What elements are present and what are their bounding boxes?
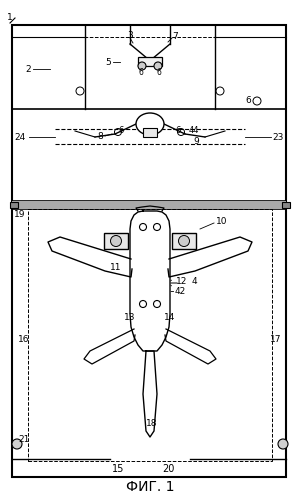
Bar bbox=[143, 128, 157, 137]
Text: 12: 12 bbox=[176, 276, 188, 285]
Text: 13: 13 bbox=[124, 312, 136, 321]
Bar bbox=[104, 233, 128, 249]
Text: 23: 23 bbox=[272, 133, 284, 142]
Text: 14: 14 bbox=[164, 312, 176, 321]
Text: 11: 11 bbox=[110, 262, 122, 271]
Circle shape bbox=[278, 439, 288, 449]
Circle shape bbox=[138, 62, 146, 70]
Text: 15: 15 bbox=[112, 464, 124, 474]
Text: 44: 44 bbox=[189, 126, 199, 135]
Text: 3: 3 bbox=[127, 30, 133, 39]
Circle shape bbox=[12, 439, 22, 449]
Circle shape bbox=[178, 236, 190, 247]
Text: 1: 1 bbox=[7, 12, 13, 21]
Text: 9: 9 bbox=[193, 137, 199, 146]
Text: 16: 16 bbox=[18, 334, 30, 343]
Polygon shape bbox=[48, 237, 132, 277]
Polygon shape bbox=[84, 329, 135, 364]
Text: 10: 10 bbox=[216, 217, 228, 226]
Ellipse shape bbox=[136, 113, 164, 135]
Polygon shape bbox=[143, 351, 157, 437]
Text: 24: 24 bbox=[14, 133, 26, 142]
Text: 17: 17 bbox=[270, 334, 282, 343]
Text: 6: 6 bbox=[245, 95, 251, 104]
Polygon shape bbox=[168, 237, 252, 277]
Bar bbox=[172, 233, 196, 249]
Text: 4: 4 bbox=[191, 276, 197, 285]
Bar bbox=[138, 57, 162, 66]
Bar bbox=[28, 209, 272, 461]
Circle shape bbox=[110, 236, 122, 247]
Polygon shape bbox=[130, 211, 170, 351]
Bar bbox=[10, 202, 18, 208]
Text: 6: 6 bbox=[157, 67, 161, 76]
Text: 5: 5 bbox=[105, 57, 111, 66]
Text: 2: 2 bbox=[25, 64, 31, 73]
Text: 20: 20 bbox=[162, 464, 174, 474]
Bar bbox=[12, 201, 286, 209]
Text: 6: 6 bbox=[175, 126, 181, 135]
Text: 8: 8 bbox=[97, 132, 103, 141]
Text: 7: 7 bbox=[172, 31, 178, 40]
Text: ФИГ. 1: ФИГ. 1 bbox=[126, 480, 174, 494]
Text: 21: 21 bbox=[18, 435, 30, 444]
Text: 19: 19 bbox=[14, 210, 26, 219]
Text: 18: 18 bbox=[146, 420, 158, 429]
Polygon shape bbox=[165, 329, 216, 364]
Bar bbox=[282, 202, 290, 208]
Circle shape bbox=[154, 62, 162, 70]
Text: 42: 42 bbox=[174, 286, 186, 295]
Text: 6: 6 bbox=[139, 67, 143, 76]
Text: 6: 6 bbox=[118, 126, 124, 135]
